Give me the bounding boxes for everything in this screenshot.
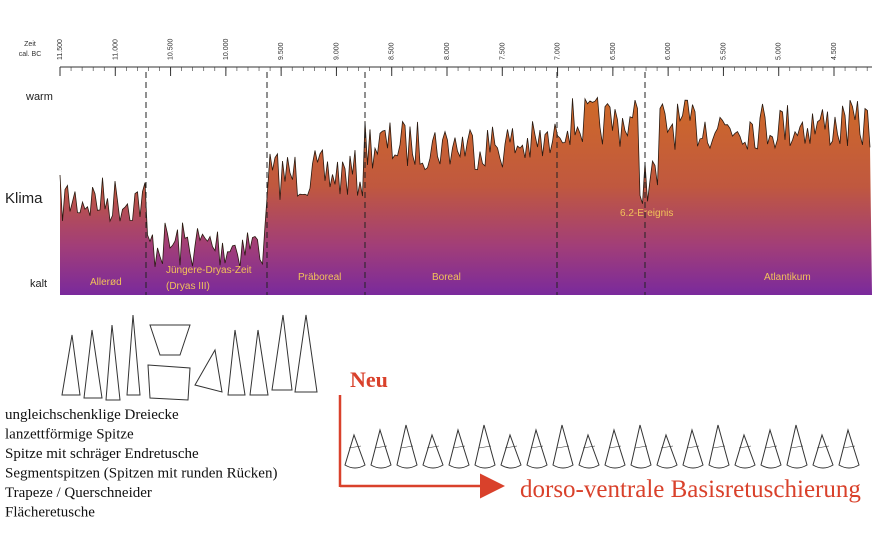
new-caption: dorso-ventrale Basisretuschierung — [520, 476, 861, 503]
tool — [272, 315, 292, 390]
tool — [813, 435, 833, 468]
tool — [345, 435, 365, 468]
tool — [761, 430, 781, 468]
tool-type: Flächeretusche — [5, 505, 95, 521]
x-tick-label: 11.000 — [112, 39, 119, 60]
x-tick-label: 8.500 — [389, 42, 396, 60]
x-tick-label: 10.000 — [223, 38, 230, 60]
tool — [250, 330, 268, 395]
tool — [150, 325, 190, 355]
cold-label: kalt — [30, 278, 47, 290]
axis-label: cal. BC — [19, 51, 42, 58]
x-tick-label: 9.500 — [278, 42, 285, 60]
tool-type: lanzettförmige Spitze — [5, 427, 134, 443]
tool — [228, 330, 245, 395]
climate-label: Klima — [5, 190, 43, 207]
tool — [501, 435, 521, 468]
tool-type: ungleichschenklige Dreiecke — [5, 407, 179, 423]
figure-canvas: Zeit cal. BC warm Klima kalt Allerød Jün… — [0, 0, 894, 542]
x-tick-label: 8.000 — [444, 42, 451, 60]
tool — [709, 425, 729, 468]
tool — [839, 430, 859, 468]
tool — [195, 350, 222, 392]
tool — [475, 425, 495, 468]
tool — [527, 430, 547, 468]
tool — [683, 430, 703, 468]
x-tick-label: 10.500 — [168, 38, 175, 60]
event-label: 6.2-Ereignis — [620, 208, 673, 219]
tool — [631, 425, 651, 468]
x-tick-label: 11.500 — [57, 39, 64, 60]
tool — [605, 430, 625, 468]
x-tick-label: 4.500 — [831, 42, 838, 60]
x-tick-label: 6.500 — [610, 42, 617, 60]
tool — [735, 435, 755, 468]
tool-type: Segmentspitzen (Spitzen mit runden Rücke… — [5, 466, 277, 482]
period-label: Boreal — [432, 272, 461, 283]
tool — [579, 435, 599, 468]
x-tick-label: 9.000 — [333, 42, 340, 60]
tool — [397, 425, 417, 468]
period-label: Atlantikum — [764, 272, 811, 283]
new-label: Neu — [350, 367, 388, 392]
tool — [553, 425, 573, 468]
tool — [657, 435, 677, 468]
period-label: Jüngere-Dryas-Zeit — [166, 265, 252, 276]
warm-label: warm — [25, 91, 53, 103]
tool — [423, 435, 443, 468]
tool — [84, 330, 102, 398]
period-label: Präboreal — [298, 272, 341, 283]
tool-drawings — [62, 315, 317, 400]
figure: Zeit cal. BC warm Klima kalt Allerød Jün… — [0, 0, 894, 542]
tool-type: Spitze mit schräger Endretusche — [5, 446, 199, 462]
tool — [127, 315, 140, 395]
period-label: (Dryas III) — [166, 281, 210, 292]
tool — [787, 425, 807, 468]
tool — [106, 325, 120, 400]
tool — [449, 430, 469, 468]
tool — [295, 315, 317, 392]
x-tick-label: 5.500 — [720, 42, 727, 60]
period-label: Allerød — [90, 277, 122, 288]
tool — [371, 430, 391, 468]
tool-type: Trapeze / Querschneider — [5, 485, 152, 501]
x-tick-label: 7.000 — [555, 42, 562, 60]
axis-label: Zeit — [24, 41, 36, 48]
x-tick-label: 6.000 — [665, 42, 672, 60]
x-tick-label: 7.500 — [499, 42, 506, 60]
tool-drawings — [345, 425, 859, 468]
x-tick-label: 5.000 — [776, 42, 783, 60]
tool — [148, 365, 190, 400]
tool — [62, 335, 80, 395]
